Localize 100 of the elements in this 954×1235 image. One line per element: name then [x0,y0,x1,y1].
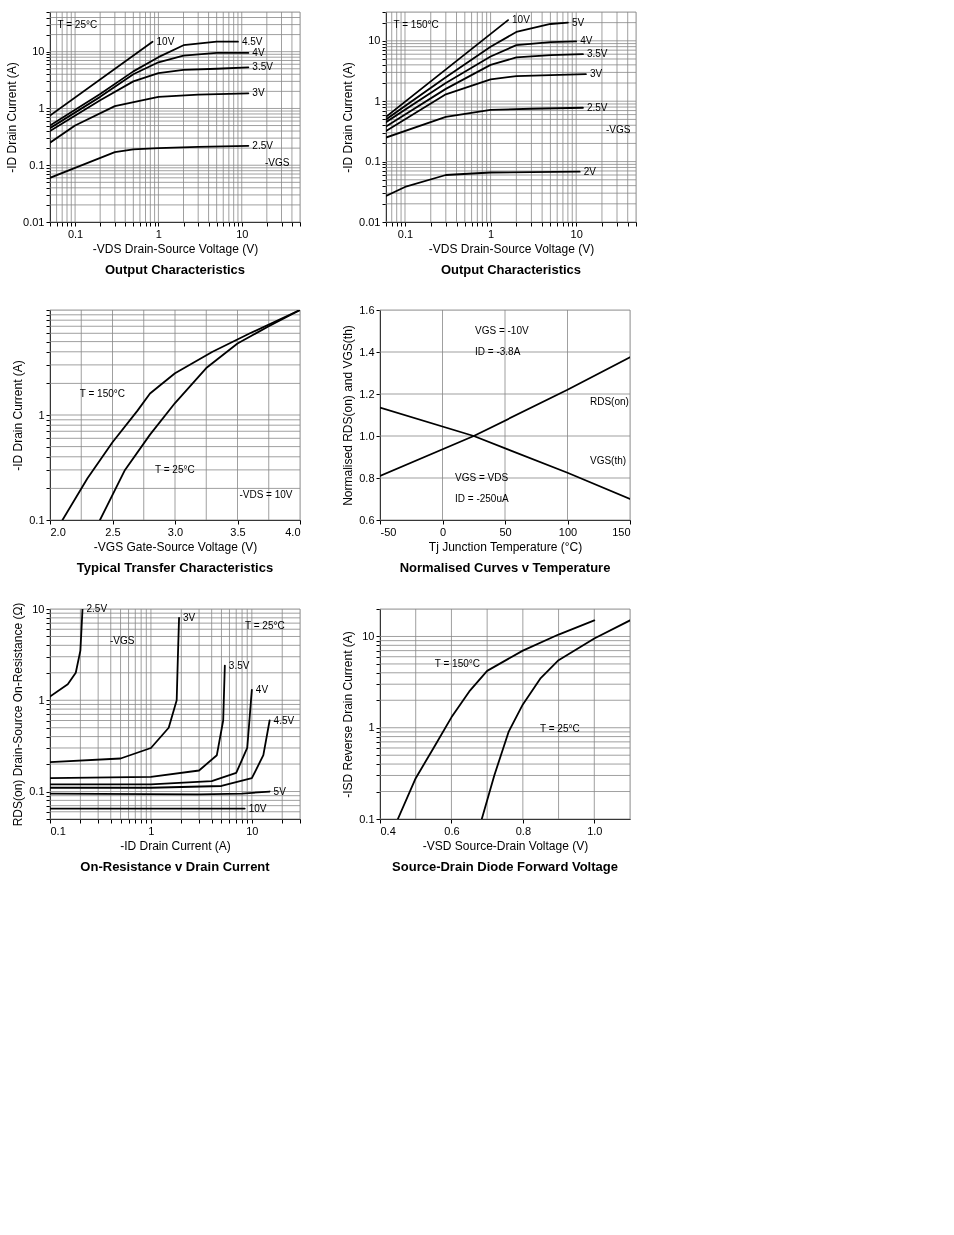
series-label: 10V [512,14,531,26]
series-label: 3.5V [252,61,274,73]
series-label: 2.5V [586,101,608,113]
series-label: RDS(on) [590,396,629,408]
annotation: -VGS [265,157,290,169]
y-tick-label: 1.0 [359,429,375,442]
text: Normalised Curves v Temperature [399,560,611,575]
x-axis-title: -VSD Source-Drain Voltage (V) [422,838,589,853]
x-tick-label: 2.5 [105,525,121,538]
x-tick-label: 0.1 [50,824,66,837]
series-label: 5V [571,16,585,28]
y-tick-label: 0.1 [29,513,45,526]
y-axis-title: -ISD Reverse Drain Current (A) [341,631,356,798]
x-tick-label: 0.6 [444,824,460,837]
y-axis-title: -ID Drain Current (A) [5,62,20,173]
annotation: -VGS [110,634,135,646]
series-label: T = 150°C [434,657,480,669]
x-axis-title: Tj Junction Temperature (°C) [428,539,583,554]
y-tick-label: 0.6 [359,513,375,526]
series-label: 3V [252,87,265,99]
y-tick-label: 0.1 [365,155,381,168]
annotation: -VGS [606,123,631,135]
series-label: 3V [183,611,196,623]
y-tick-label: 0.01 [359,215,381,228]
text: T = 25°C [155,463,195,475]
annotation: T = 25°C [245,619,285,631]
text: Output Characteristics [440,262,582,277]
y-tick-label: 1.6 [359,303,375,316]
y-axis-title: -ID Drain Current (A) [11,360,26,471]
x-axis-title: -VGS Gate-Source Voltage (V) [93,539,258,554]
y-tick-label: 0.1 [29,158,45,171]
text: T = 25°C [540,722,580,734]
x-tick-label: 1.0 [587,824,603,837]
annotation: VGS = -10V [475,325,529,336]
annotation: T = 150°C [393,18,439,30]
y-tick-label: 1.2 [359,387,375,400]
x-tick-label: 0.8 [515,824,532,837]
y-tick-label: 10 [368,34,381,47]
x-tick-label: 3.5 [230,525,246,538]
text: On-Resistance v Drain Current [80,859,271,874]
series-label: VGS(th) [590,455,627,467]
series-label: 4V [255,683,269,695]
x-axis-title: -ID Drain Current (A) [120,838,231,853]
x-tick-label: 2.0 [50,525,66,538]
text: Output Characteristics [104,262,246,277]
x-tick-label: 10 [570,227,583,240]
series-label: 4.5V [241,35,263,47]
y-tick-label: 1 [38,408,45,421]
y-tick-label: 0.8 [359,471,375,484]
x-tick-label: 100 [558,525,578,538]
annotation: VGS = VDS [455,472,509,483]
x-tick-label: 1 [488,227,495,240]
x-tick-label: 0.1 [397,227,414,240]
x-tick-label: 10 [246,824,259,837]
y-axis-title: -ID Drain Current (A) [341,62,356,173]
y-tick-label: 1 [374,94,381,107]
x-tick-label: 4.0 [285,525,301,538]
y-tick-label: 0.1 [359,812,375,825]
series-label: 2.5V [252,139,274,151]
x-axis-title: -VDS Drain-Source Voltage (V) [428,241,595,256]
y-tick-label: 1 [38,693,45,706]
y-tick-label: 1 [368,721,375,734]
series-label: 3V [589,68,603,80]
y-tick-label: 0.1 [29,785,45,798]
x-tick-label: 3.0 [167,525,184,538]
x-tick-label: 50 [499,525,512,538]
series-label: T = 150°C [79,388,125,399]
x-tick-label: 10 [236,227,249,240]
series-label: 4V [580,35,593,47]
y-tick-label: 1.4 [359,345,375,358]
y-tick-label: 0.01 [23,215,45,228]
series-label: 2V [583,165,597,177]
y-tick-label: 10 [32,45,45,58]
x-axis-title: -VDS Drain-Source Voltage (V) [92,241,259,256]
series-label: 10V [156,35,175,47]
series-label: 5V [273,785,287,797]
y-axis-title: Normalised RDS(on) and VGS(th) [341,325,356,506]
y-tick-label: 10 [362,629,375,642]
series-label: 2.5V [86,603,108,614]
series-label: 4V [252,46,265,58]
y-tick-label: 1 [38,101,45,114]
text: Source-Drain Diode Forward Voltage [392,859,618,874]
series-label: 3.5V [228,659,250,671]
x-tick-label: 1 [155,227,162,240]
annotation: ID = -3.8A [475,346,521,357]
series-label: 10V [248,802,267,814]
x-tick-label: -50 [380,525,397,538]
x-tick-label: 150 [612,525,631,538]
series-label: 4.5V [273,714,295,726]
x-tick-label: 0 [439,525,447,538]
annotation: ID = -250uA [455,493,509,504]
x-tick-label: 0.4 [380,824,396,837]
series-label: 3.5V [586,48,608,60]
annotation: -VDS = 10V [239,488,293,500]
annotation: T = 25°C [57,18,98,30]
text: Typical Transfer Characteristics [76,560,274,575]
y-axis-title: RDS(on) Drain-Source On-Resistance (Ω) [11,602,26,827]
x-tick-label: 0.1 [67,227,84,240]
x-tick-label: 1 [148,824,155,837]
y-tick-label: 10 [32,602,45,615]
